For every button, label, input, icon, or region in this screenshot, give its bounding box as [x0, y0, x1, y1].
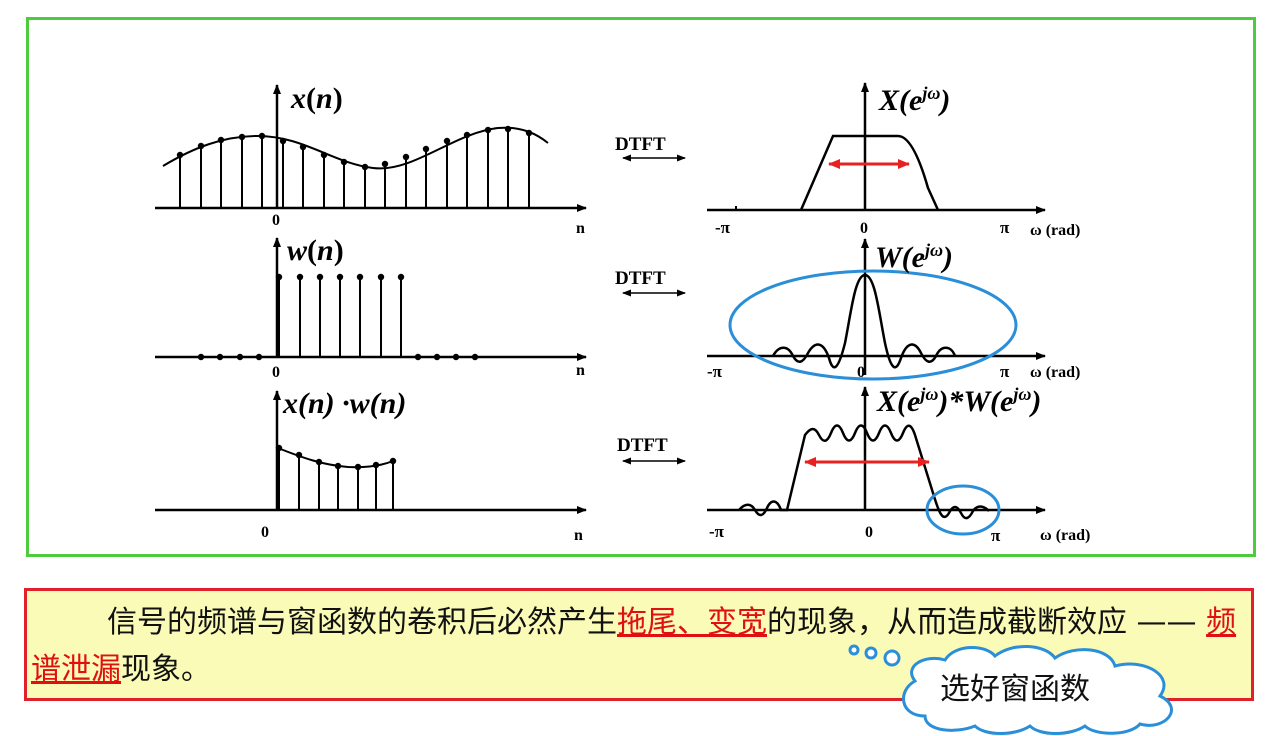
X-origin: 0 [860, 220, 868, 237]
caption-text: 信号的频谱与窗函数的卷积后必然产生拖尾、变宽的现象，从而造成截断效应 —— 频谱… [31, 599, 1249, 693]
bubble-dot-1 [848, 644, 860, 656]
wn-sample-dot [197, 353, 205, 361]
bubble-dot-3 [883, 649, 901, 667]
xn-sample-dot [443, 137, 451, 145]
W-spectrum: -π 0 π ω (rad) W(ejω) [707, 238, 1080, 381]
bubble-dot-2 [864, 646, 878, 660]
xn-stems [176, 125, 533, 208]
caption-part2: 的现象，从而造成截断效应 —— [767, 605, 1207, 640]
wn-sample-dot [296, 273, 304, 281]
W-negpi-label: -π [707, 362, 723, 381]
X-curve [799, 134, 940, 211]
wn-sample-dot [471, 353, 479, 361]
wn-sample-dot [414, 353, 422, 361]
xn-sample-dot [463, 131, 471, 139]
dtft-3-label: DTFT [617, 435, 668, 456]
wn-sample-dot [356, 273, 364, 281]
caption-part3: 现象。 [121, 652, 211, 687]
wn-origin: 0 [272, 364, 280, 381]
XW-spectrum: -π 0 π ω (rad) X(ejω)*W(ejω) [707, 384, 1090, 545]
W-omega-label: ω (rad) [1030, 364, 1080, 381]
wn-sample-dot [216, 353, 224, 361]
xw-sample-dot [275, 444, 283, 452]
xn-sample-dot [238, 133, 246, 141]
caption-highlight-leakage: 频谱泄漏 [31, 605, 1237, 687]
xw-sample-dot [372, 461, 380, 469]
xw-sample-dot [295, 451, 303, 459]
wn-sample-dot [236, 353, 244, 361]
xn-sample-dot [197, 142, 205, 150]
xn-plot: 0 n x(n) [155, 82, 587, 237]
wn-sample-dot [275, 273, 283, 281]
wn-sample-dot [452, 353, 460, 361]
xn-sample-dot [402, 153, 410, 161]
XW-pi-label: π [991, 526, 1001, 545]
xn-origin: 0 [272, 212, 280, 229]
xw-sample-dot [334, 462, 342, 470]
wn-n-label: n [576, 362, 585, 379]
XW-title: X(ejω)*W(ejω) [876, 384, 1041, 418]
xn-title: x(n) [290, 82, 343, 115]
W-sidelobe-circle [728, 269, 1018, 381]
wn-sample-dot [316, 273, 324, 281]
XW-omega-label: ω (rad) [1040, 527, 1090, 544]
W-curve [771, 273, 957, 369]
xn-sample-dot [299, 143, 307, 151]
xw-origin: 0 [261, 524, 269, 541]
X-omega-label: ω (rad) [1030, 222, 1080, 239]
dtft-2: DTFT [615, 268, 686, 297]
dtft-2-label: DTFT [615, 268, 666, 289]
caption-highlight-tailing: 拖尾、变宽 [617, 605, 767, 640]
xw-stems [275, 444, 397, 510]
xn-sample-dot [381, 160, 389, 168]
xn-sample-dot [422, 145, 430, 153]
wn-plot: 0 n w(n) [155, 234, 587, 381]
diagram-canvas: 0 n x(n) DTFT -π 0 π ω (rad) X(ejω) 0 n … [155, 82, 1090, 545]
thought-bubble [848, 644, 1173, 735]
xw-sample-dot [315, 458, 323, 466]
xn-sample-dot [361, 163, 369, 171]
wn-sample-dot [336, 273, 344, 281]
wn-sample-dot [255, 353, 263, 361]
figure-panel: 0 n x(n) DTFT -π 0 π ω (rad) X(ejω) 0 n … [26, 17, 1256, 557]
xw-title: x(n) ·w(n) [282, 387, 406, 420]
wn-title: w(n) [287, 234, 344, 267]
wn-sample-dot [377, 273, 385, 281]
W-origin: 0 [857, 364, 865, 381]
xn-sample-dot [525, 129, 533, 137]
xn-n-label: n [576, 220, 585, 237]
caption-part1: 信号的频谱与窗函数的卷积后必然产生 [107, 605, 617, 640]
xn-sample-dot [258, 132, 266, 140]
xn-sample-dot [340, 158, 348, 166]
xn-sample-dot [176, 151, 184, 159]
xw-sample-dot [389, 457, 397, 465]
xw-plot: 0 n x(n) ·w(n) [155, 387, 587, 544]
XW-curve [738, 424, 990, 520]
xw-n-label: n [574, 527, 583, 544]
wn-sample-dot [433, 353, 441, 361]
xn-sample-dot [279, 137, 287, 145]
bubble-cloud [902, 644, 1173, 735]
wn-sample-dot [397, 273, 405, 281]
wn-stems [197, 273, 479, 361]
caption-box: 信号的频谱与窗函数的卷积后必然产生拖尾、变宽的现象，从而造成截断效应 —— 频谱… [24, 588, 1254, 701]
xn-sample-dot [484, 126, 492, 134]
xw-sample-dot [354, 463, 362, 471]
dtft-1-label: DTFT [615, 134, 666, 155]
X-title: X(ejω) [878, 83, 950, 117]
W-title: W(ejω) [875, 240, 953, 274]
XW-origin: 0 [865, 524, 873, 541]
X-negpi-label: -π [715, 218, 731, 237]
bubble-text: 选好窗函数 [940, 672, 1090, 707]
dtft-3: DTFT [617, 435, 686, 465]
X-pi-label: π [1000, 218, 1010, 237]
dtft-1: DTFT [615, 134, 686, 162]
xn-sample-dot [320, 151, 328, 159]
W-pi-label: π [1000, 362, 1010, 381]
xn-sample-dot [217, 136, 225, 144]
xn-sample-dot [504, 125, 512, 133]
XW-tail-circle [925, 484, 1001, 536]
XW-negpi-label: -π [709, 522, 725, 541]
X-spectrum: -π 0 π ω (rad) X(ejω) [707, 82, 1080, 239]
